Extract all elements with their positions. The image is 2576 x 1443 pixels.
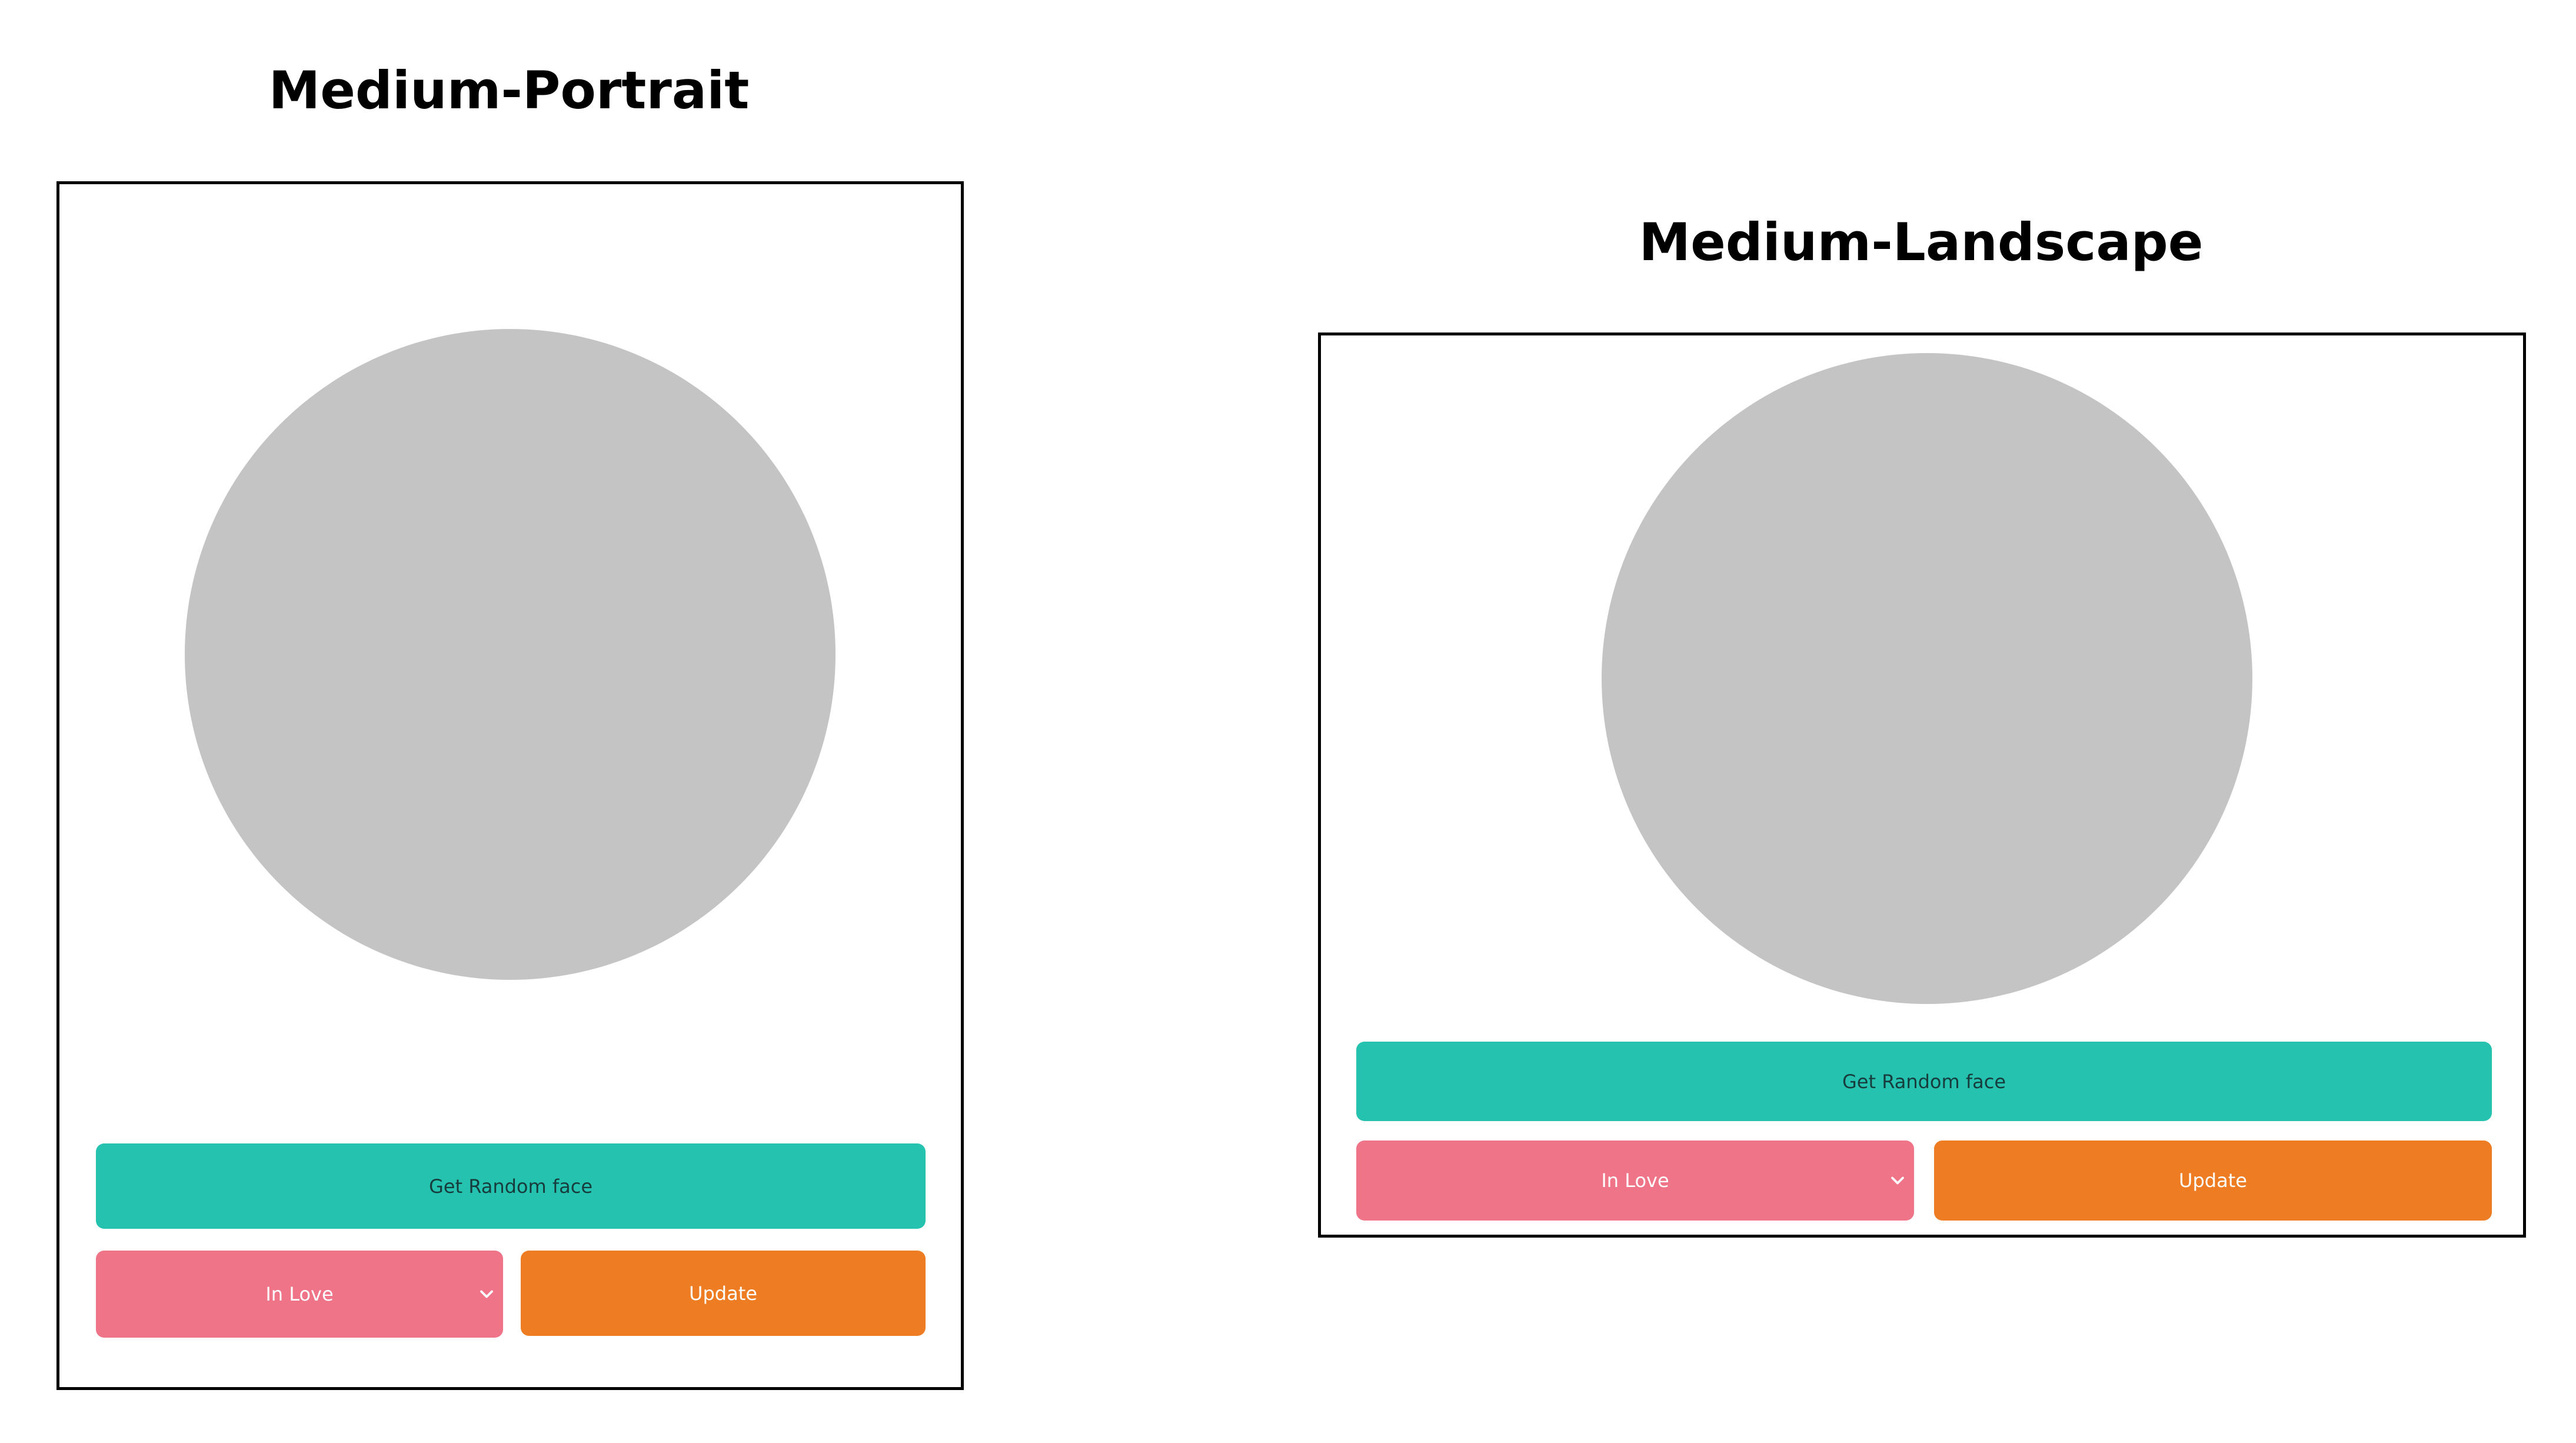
portrait-title: Medium-Portrait bbox=[268, 60, 750, 121]
mood-select-value: In Love bbox=[265, 1283, 334, 1305]
landscape-frame: Get Random face In Love Update bbox=[1318, 333, 2526, 1238]
update-button[interactable]: Update bbox=[1934, 1141, 2492, 1221]
face-placeholder bbox=[1602, 353, 2252, 1004]
get-random-face-label: Get Random face bbox=[428, 1175, 593, 1198]
chevron-down-icon bbox=[1891, 1176, 1904, 1185]
chevron-down-icon bbox=[480, 1290, 493, 1298]
mood-select[interactable]: In Love bbox=[1356, 1141, 1914, 1221]
get-random-face-button[interactable]: Get Random face bbox=[1356, 1042, 2492, 1121]
portrait-frame: Get Random face In Love Update bbox=[56, 181, 964, 1390]
landscape-title: Medium-Landscape bbox=[1639, 212, 2204, 272]
update-button[interactable]: Update bbox=[521, 1251, 926, 1336]
mood-select-value: In Love bbox=[1601, 1169, 1669, 1192]
get-random-face-button[interactable]: Get Random face bbox=[96, 1143, 926, 1229]
update-label: Update bbox=[2179, 1169, 2247, 1192]
get-random-face-label: Get Random face bbox=[1842, 1070, 2006, 1093]
face-placeholder bbox=[185, 329, 836, 980]
update-label: Update bbox=[689, 1282, 757, 1305]
mood-select[interactable]: In Love bbox=[96, 1251, 503, 1338]
